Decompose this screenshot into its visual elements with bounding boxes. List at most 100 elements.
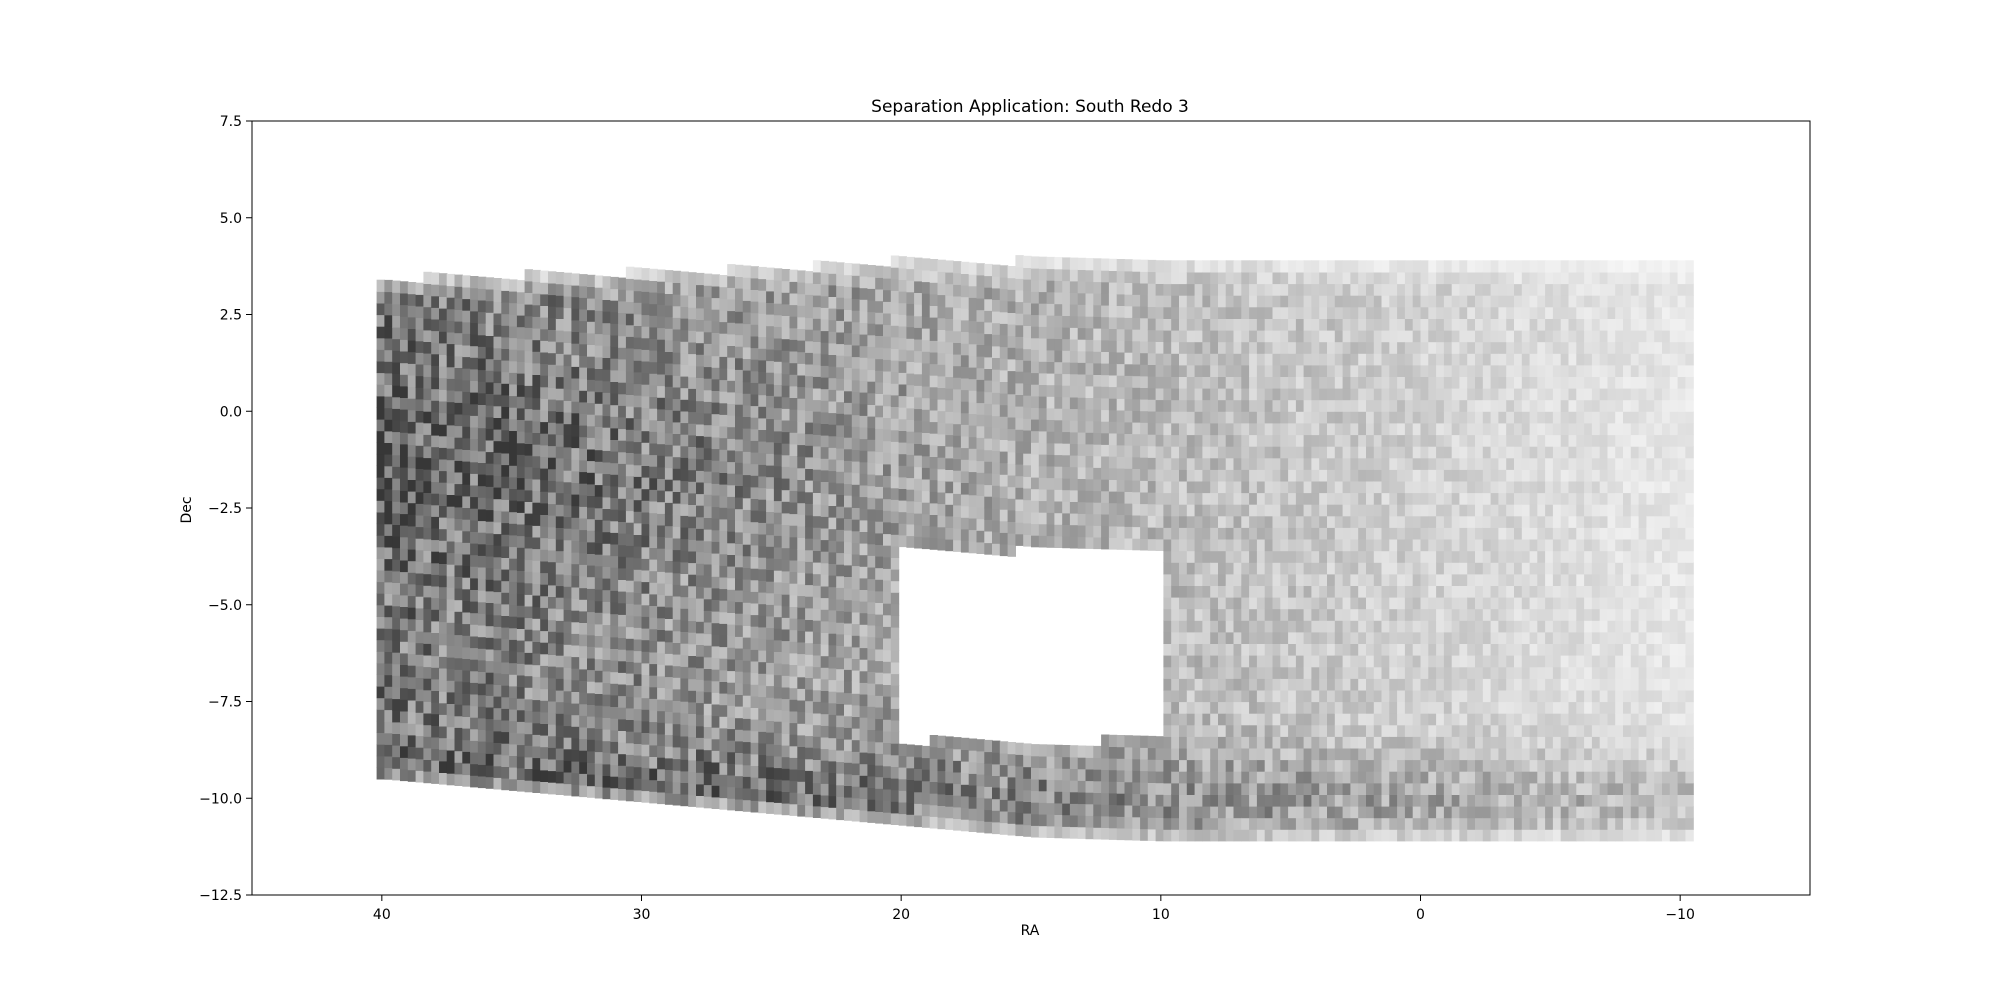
heatmap-cell	[696, 737, 705, 750]
heatmap-cell	[1272, 260, 1281, 273]
heatmap-cell	[1062, 350, 1071, 363]
heatmap-cell	[1241, 376, 1250, 389]
heatmap-cell	[477, 288, 487, 301]
heatmap-cell	[1132, 758, 1141, 771]
heatmap-cell	[509, 627, 518, 640]
heatmap-cell	[1218, 689, 1227, 703]
heatmap-cell	[1272, 806, 1281, 819]
heatmap-cell	[470, 426, 479, 440]
heatmap-cell	[680, 527, 689, 540]
heatmap-cell	[446, 598, 456, 612]
heatmap-cell	[1101, 339, 1110, 352]
heatmap-cell	[1147, 259, 1157, 273]
heatmap-cell	[960, 807, 970, 820]
heatmap-cell	[625, 452, 635, 465]
heatmap-cell	[1108, 479, 1118, 492]
heatmap-cell	[548, 271, 557, 284]
heatmap-cell	[797, 374, 806, 388]
heatmap-cell	[423, 469, 432, 482]
heatmap-cell	[992, 775, 1001, 788]
heatmap-cell	[1132, 398, 1141, 411]
heatmap-cell	[883, 266, 892, 279]
heatmap-cell	[875, 637, 884, 650]
heatmap-cell	[477, 508, 487, 522]
heatmap-cell	[384, 558, 393, 571]
heatmap-cell	[1038, 454, 1048, 467]
heatmap-cell	[945, 515, 954, 528]
heatmap-cell	[851, 728, 861, 741]
heatmap-cell	[540, 351, 549, 365]
heatmap-cell	[657, 594, 666, 607]
heatmap-cell	[1124, 816, 1133, 829]
heatmap-cell	[1210, 330, 1219, 343]
heatmap-cell	[470, 496, 479, 509]
heatmap-cell	[766, 697, 775, 710]
heatmap-cell	[548, 619, 557, 632]
heatmap-cell	[641, 593, 650, 606]
heatmap-cell	[875, 393, 884, 406]
heatmap-cell	[1171, 399, 1180, 412]
heatmap-cell	[742, 555, 752, 568]
heatmap-cell	[493, 498, 502, 511]
heatmap-cell	[914, 327, 923, 340]
heatmap-cell	[1132, 514, 1141, 528]
heatmap-cell	[633, 755, 643, 768]
heatmap-cell	[1132, 340, 1141, 353]
heatmap-cell	[906, 256, 915, 270]
heatmap-cell	[735, 694, 744, 707]
heatmap-cell	[1155, 794, 1164, 807]
heatmap-cell	[555, 771, 565, 784]
heatmap-cell	[945, 422, 954, 436]
heatmap-cell	[844, 646, 853, 659]
heatmap-cell	[968, 471, 978, 484]
heatmap-cell	[1171, 829, 1180, 842]
heatmap-cell	[641, 720, 650, 733]
heatmap-cell	[890, 336, 900, 349]
heatmap-cell	[836, 506, 845, 519]
heatmap-cell	[384, 338, 393, 351]
heatmap-cell	[742, 404, 752, 417]
heatmap-cell	[1272, 736, 1281, 749]
heatmap-cell	[805, 781, 814, 795]
heatmap-cell	[384, 570, 393, 583]
heatmap-cell	[1031, 372, 1040, 385]
heatmap-cell	[1093, 827, 1102, 840]
heatmap-cell	[1163, 794, 1172, 807]
heatmap-cell	[633, 580, 643, 593]
heatmap-cell	[1069, 280, 1079, 293]
heatmap-cell	[423, 295, 432, 308]
heatmap-cell	[1023, 337, 1032, 350]
heatmap-cell	[1015, 522, 1024, 535]
heatmap-cell	[485, 393, 495, 406]
heatmap-cell	[1186, 260, 1196, 273]
heatmap-cell	[431, 527, 440, 541]
heatmap-cell	[1101, 514, 1110, 527]
heatmap-cell	[1046, 454, 1055, 467]
heatmap-cell	[1054, 535, 1063, 548]
heatmap-cell	[727, 531, 736, 544]
heatmap-cell	[1132, 805, 1141, 818]
heatmap-cell	[898, 349, 907, 362]
heatmap-cell	[1054, 419, 1063, 432]
heatmap-cell	[470, 299, 479, 312]
heatmap-cell	[462, 751, 471, 764]
heatmap-cell	[999, 276, 1009, 290]
heatmap-cell	[594, 298, 604, 311]
heatmap-cell	[781, 512, 791, 525]
heatmap-cell	[797, 618, 806, 631]
heatmap-cell	[735, 299, 744, 312]
heatmap-cell	[890, 278, 900, 291]
heatmap-cell	[1147, 387, 1157, 400]
heatmap-cell	[516, 721, 526, 734]
heatmap-cell	[633, 267, 643, 280]
heatmap-cell	[477, 694, 487, 707]
heatmap-cell	[509, 592, 518, 606]
heatmap-cell	[1272, 376, 1281, 389]
heatmap-cell	[914, 315, 923, 328]
heatmap-cell	[968, 448, 978, 461]
heatmap-cell	[407, 467, 417, 480]
heatmap-cell	[1077, 466, 1087, 479]
heatmap-cell	[1210, 480, 1219, 494]
heatmap-cell	[649, 489, 658, 502]
heatmap-cell	[727, 519, 736, 532]
